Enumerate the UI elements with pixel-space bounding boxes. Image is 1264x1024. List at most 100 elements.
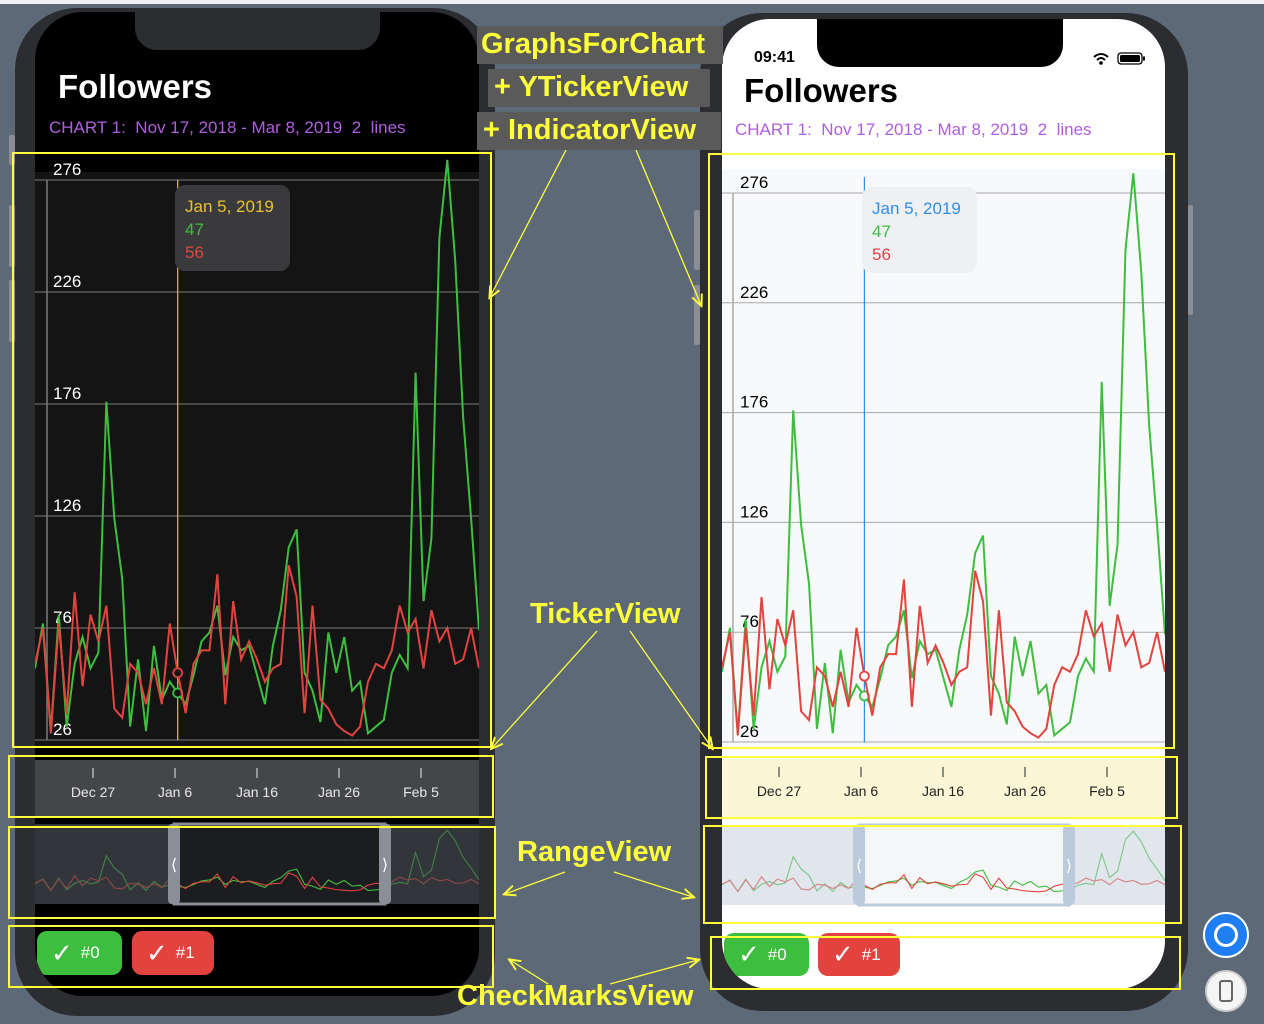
range-handle-left	[168, 824, 180, 904]
indicator-popup	[175, 185, 290, 271]
checkmark-label: #0	[767, 944, 787, 964]
checkmark-icon: ✓	[832, 939, 854, 969]
checkmark-label: #0	[80, 943, 100, 962]
checkmark-button-1[interactable]: ✓ #1	[132, 931, 214, 975]
device-icon	[1219, 980, 1233, 1002]
arrow	[492, 630, 598, 748]
range-background	[722, 825, 1165, 905]
checkmark-icon: ✓	[738, 939, 760, 969]
range-shade-left	[35, 824, 174, 904]
chevron-left-icon: ⟨	[171, 857, 177, 874]
y-tick-label: 226	[53, 272, 81, 291]
chevron-right-icon: ⟩	[1066, 858, 1072, 875]
checkmark-button-0[interactable]: ✓ #0	[37, 931, 122, 975]
y-tick-label: 176	[740, 393, 768, 412]
x-tick-label: Feb 5	[403, 784, 439, 800]
chart-subtitle: CHART 1: Nov 17, 2018 - Mar 8, 2019 2 li…	[49, 118, 406, 137]
wifi-icon	[1093, 53, 1109, 65]
chevron-right-icon: ⟩	[382, 857, 388, 874]
x-tick-label: Feb 5	[1089, 783, 1125, 799]
x-tick-label: Jan 6	[158, 784, 192, 800]
range-series-0	[722, 830, 1165, 893]
battery-icon	[1117, 52, 1145, 65]
checkmark-label: #1	[175, 943, 195, 962]
arrow	[490, 149, 567, 297]
range-outline-light	[703, 825, 1182, 924]
home-icon	[1214, 923, 1238, 947]
indicator-point-1	[858, 670, 870, 682]
top-strip	[0, 0, 1264, 4]
x-tick-label: Jan 6	[844, 783, 878, 799]
arrow	[505, 871, 566, 894]
checkmark-label: #1	[861, 944, 881, 964]
power-button-light	[1188, 205, 1193, 315]
range-series-1	[722, 873, 1165, 893]
page-title: Followers	[744, 72, 899, 109]
series-1-line	[35, 565, 479, 737]
screen-light: 09:41 Followers CHART 1: Nov 17, 2018 - …	[722, 19, 1165, 989]
annotation-bg	[488, 69, 710, 107]
status-icons	[1093, 52, 1145, 65]
annotation-bg	[477, 112, 721, 150]
graphs-outline-dark	[12, 152, 492, 748]
series-1-line	[722, 570, 1165, 739]
annotation-graphs: GraphsForChart	[481, 28, 705, 60]
mute-switch-dark	[9, 135, 15, 165]
volume-up-light	[694, 210, 700, 270]
y-tick-label: 226	[740, 283, 768, 302]
graphs-outline-light	[708, 153, 1175, 749]
notch	[817, 19, 1063, 67]
range-shade-left	[722, 825, 859, 905]
x-tick-label: Jan 26	[318, 784, 360, 800]
checkmark-button-1[interactable]: ✓ #1	[818, 933, 900, 976]
indicator-popup	[862, 187, 977, 273]
annotation-bg	[477, 26, 723, 64]
indicator-date: Jan 5, 2019	[872, 199, 961, 218]
indicator-value-1: 56	[185, 243, 204, 262]
y-tick-label: 126	[740, 502, 768, 521]
range-handle-right	[1063, 825, 1075, 905]
x-tick-label: Dec 27	[757, 783, 802, 799]
indicator-point-1	[172, 667, 184, 679]
screen-dark: Followers CHART 1: Nov 17, 2018 - Mar 8,…	[35, 12, 479, 996]
range-shade-right	[385, 824, 479, 904]
x-tick-label: Jan 16	[236, 784, 278, 800]
checkmark-button-0[interactable]: ✓ #0	[724, 933, 809, 976]
page-title: Followers	[58, 68, 213, 105]
checkmark-icon: ✓	[51, 937, 73, 968]
checkmarks-outline-light	[710, 936, 1181, 990]
rotate-button[interactable]	[1205, 970, 1247, 1012]
range-shade-right	[1069, 825, 1165, 905]
series-0-line	[722, 173, 1165, 738]
volume-down-light	[694, 285, 700, 345]
status-time: 09:41	[754, 49, 795, 66]
y-tick-label: 276	[740, 173, 768, 192]
range-handle-right	[379, 824, 391, 904]
x-tick-label: Dec 27	[71, 784, 116, 800]
ticker-outline-dark	[8, 755, 494, 818]
chart-subtitle: CHART 1: Nov 17, 2018 - Mar 8, 2019 2 li…	[735, 120, 1092, 139]
indicator-date: Jan 5, 2019	[185, 197, 274, 216]
annotation-range: RangeView	[517, 836, 672, 868]
series-0-line	[35, 159, 479, 736]
checkmarks-outline-dark	[8, 925, 494, 988]
y-tick-label: 176	[53, 384, 81, 403]
chevron-left-icon: ⟨	[856, 858, 862, 875]
arrow	[635, 149, 701, 305]
ticker-outline-light	[705, 756, 1178, 819]
indicator-value-0: 47	[185, 220, 204, 239]
notch	[135, 12, 380, 50]
indicator-value-1: 56	[872, 245, 891, 264]
annotation-ticker: TickerView	[530, 598, 681, 630]
x-tick-label: Jan 16	[922, 783, 964, 799]
x-tick-label: Jan 26	[1004, 783, 1046, 799]
indicator-value-0: 47	[872, 222, 891, 241]
annotation-yticker: + YTickerView	[494, 71, 689, 103]
arrow	[613, 871, 693, 897]
checkmark-icon: ✓	[146, 937, 168, 968]
annotation-checkmarks: CheckMarksView	[457, 980, 694, 1012]
home-button[interactable]	[1203, 912, 1249, 958]
y-tick-label: 276	[53, 160, 81, 179]
